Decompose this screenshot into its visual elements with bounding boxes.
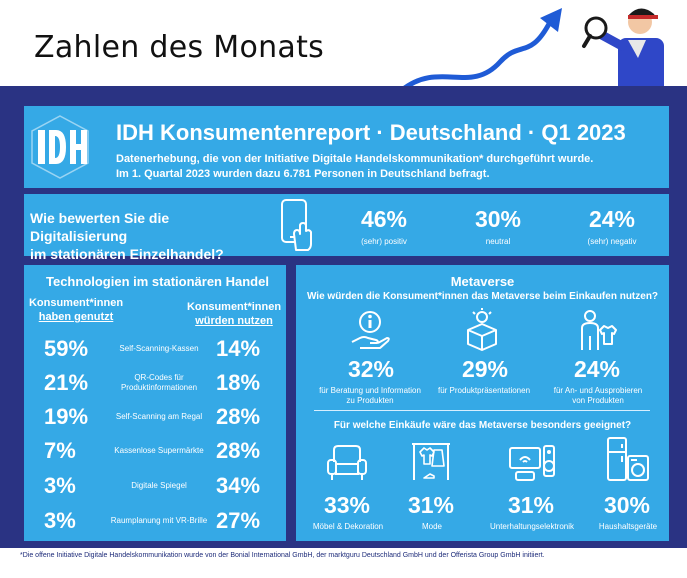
technology-row: 7% Kassenlose Supermärkte 28% <box>24 434 286 468</box>
report-header-panel <box>24 106 669 188</box>
smartphone-touch-icon <box>281 199 312 251</box>
category-value: 33% <box>323 492 371 518</box>
stat-neutral: 30% neutral <box>458 206 538 246</box>
report-subtitle-line: Im 1. Quartal 2023 wurden dazu 6.781 Per… <box>116 168 490 180</box>
product-presentation-icon <box>467 308 497 351</box>
usage-label: für Produktpräsentationen <box>424 386 544 396</box>
page-title: Zahlen des Monats <box>34 30 325 65</box>
report-subtitle: Datenerhebung, die von der Initiative Di… <box>116 152 593 182</box>
column-header-underlined: würden nutzen <box>195 315 273 327</box>
usage-label-line: für An- und Ausprobieren <box>553 386 643 395</box>
stat-label: (sehr) positiv <box>361 237 407 246</box>
technology-row: 59% Self-Scanning-Kassen 14% <box>24 332 286 366</box>
technology-label: QR-Codes für Produktinformationen <box>120 373 198 392</box>
metaverse-panel <box>296 265 669 541</box>
category-label: Unterhaltungselektronik <box>489 522 575 531</box>
column-header-line: Konsument*innen <box>28 297 124 309</box>
column-header-line: haben genutzt <box>28 310 124 324</box>
try-on-icon <box>581 310 617 350</box>
usage-label-line: zu Produkten <box>346 396 394 405</box>
question-line: im stationären Einzelhandel? <box>30 246 224 262</box>
idh-logo-icon <box>31 115 89 179</box>
digitalization-question-panel <box>24 194 669 256</box>
usage-value: 32% <box>347 356 395 382</box>
technology-row: 3% Raumplanung mit VR-Brille 27% <box>24 504 286 538</box>
used-value: 7% <box>44 438 76 463</box>
metaverse-question-usage: Wie würden die Konsument*innen das Metav… <box>306 291 659 302</box>
stat-value: 46% <box>360 206 408 232</box>
used-value: 3% <box>44 508 76 533</box>
usage-label-line: von Produkten <box>572 396 624 405</box>
stat-value: 30% <box>474 206 522 232</box>
technology-row: 3% Digitale Spiegel 34% <box>24 469 286 503</box>
technology-row: 19% Self-Scanning am Regal 28% <box>24 400 286 434</box>
technology-row: 21% QR-Codes für Produktinformationen 18… <box>24 366 286 400</box>
category-value: 31% <box>407 492 455 518</box>
stat-label: neutral <box>485 237 511 246</box>
category-label: Möbel & Dekoration <box>312 522 384 531</box>
usage-label-line: für Beratung und Information <box>319 386 421 395</box>
stat-label: (sehr) negativ <box>587 237 637 246</box>
technologies-title: Technologien im stationären Handel <box>46 274 269 289</box>
report-subtitle-line: Datenerhebung, die von der Initiative Di… <box>116 153 594 165</box>
category-value: 30% <box>603 492 651 518</box>
would-value: 27% <box>216 508 261 533</box>
usage-label: für Beratung und Information zu Produkte… <box>310 386 430 406</box>
would-value: 28% <box>216 438 261 463</box>
section-divider <box>314 410 650 411</box>
electronics-icon <box>509 445 555 481</box>
column-header-line: würden nutzen <box>186 314 282 328</box>
question-line: Wie bewerten Sie die Digitalisierung <box>30 210 170 244</box>
report-title: IDH Konsumentenreport · Deutschland · Q1… <box>116 120 626 145</box>
column-header-line: Konsument*innen <box>186 301 282 313</box>
armchair-icon <box>327 445 367 480</box>
category-label: Mode <box>421 522 442 531</box>
stat-positive: 46% (sehr) positiv <box>344 206 424 246</box>
used-value: 59% <box>44 336 89 361</box>
used-value: 21% <box>44 370 89 395</box>
usage-label-line: für Produktpräsentationen <box>437 386 531 395</box>
digitalization-question: Wie bewerten Sie die Digitalisierung im … <box>30 209 270 263</box>
used-value: 19% <box>44 404 89 429</box>
category-value: 31% <box>507 492 555 518</box>
would-value: 18% <box>216 370 261 395</box>
used-value: 3% <box>44 473 76 498</box>
usage-value: 29% <box>461 356 509 382</box>
technology-label: Self-Scanning am Regal <box>115 412 203 421</box>
usage-value: 24% <box>573 356 621 382</box>
metaverse-title: Metaverse <box>450 274 515 289</box>
metaverse-question-categories: Für welche Einkäufe wäre das Metaverse b… <box>333 420 632 431</box>
info-hand-icon <box>351 311 390 349</box>
stat-negative: 24% (sehr) negativ <box>572 206 652 246</box>
column-header-used: Konsument*innen haben genutzt <box>28 296 124 324</box>
would-value: 34% <box>216 473 261 498</box>
technologies-panel <box>24 265 286 541</box>
column-header-would: Konsument*innen würden nutzen <box>186 300 282 328</box>
person-magnifier-illustration <box>400 8 664 95</box>
usage-label: für An- und Ausprobieren von Produkten <box>538 386 658 406</box>
stat-value: 24% <box>588 206 636 232</box>
technology-label: Raumplanung mit VR-Brille <box>110 516 208 525</box>
footnote: *Die offene Initiative Digitale Handelsk… <box>20 552 545 559</box>
would-value: 28% <box>216 404 261 429</box>
technology-label: Kassenlose Supermärkte <box>114 446 204 455</box>
clothes-rack-icon <box>412 443 450 480</box>
category-label: Haushaltsgeräte <box>598 522 658 531</box>
would-value: 14% <box>216 336 261 361</box>
technology-label: Digitale Spiegel <box>131 481 187 490</box>
technology-label: Self-Scanning-Kassen <box>119 344 199 353</box>
appliances-icon <box>607 437 649 481</box>
column-header-underlined: haben genutzt <box>38 311 114 323</box>
